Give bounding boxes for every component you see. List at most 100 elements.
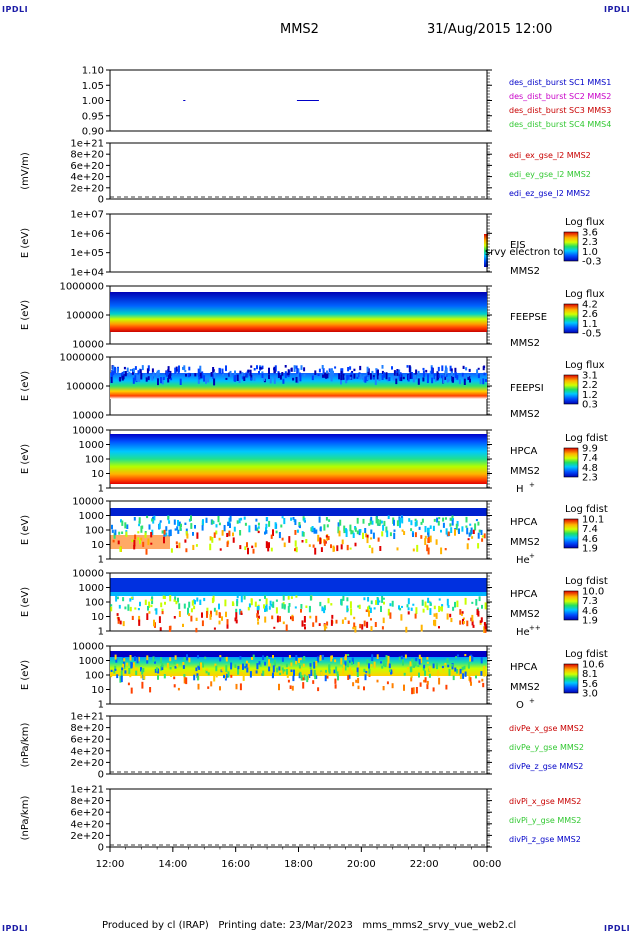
panel-frame [109, 213, 488, 273]
colorbar-tick-label: 10.6 [582, 660, 604, 671]
y-axis-title: E (eV) [20, 660, 31, 690]
hpca-oplus-spectrogram [110, 657, 487, 676]
y-tick-label: 100 [85, 598, 104, 609]
colorbar-tick-label: -0.5 [582, 329, 602, 340]
y-tick-label: 1000 [79, 583, 104, 594]
colorbar-tick-label: 2.3 [582, 473, 598, 484]
y-tick-label: 100 [85, 671, 104, 682]
colorbar-tick-label: 0.3 [582, 400, 598, 411]
y-tick-label: 10000 [72, 569, 104, 580]
colorbar [563, 590, 579, 621]
x-tick-label: 14:00 [158, 859, 187, 870]
y-tick-label: 4e+20 [70, 819, 104, 830]
instrument-label: HPCA [510, 662, 538, 673]
colorbar-tick-label: -0.3 [582, 257, 602, 268]
y-tick-label: 100000 [66, 382, 104, 393]
colorbar-title: Log flux [565, 217, 605, 228]
colorbar-tick-label: 2.2 [582, 380, 598, 391]
colorbar-tick-label: 1.2 [582, 390, 598, 401]
corner-label-bottom-left: IPDLI [2, 924, 29, 933]
y-tick-label: 1000 [79, 440, 104, 451]
y-tick-label: 0.95 [82, 111, 104, 122]
colorbar [563, 663, 579, 694]
hpca-heplus-band [110, 508, 487, 516]
y-tick-label: 10000 [72, 497, 104, 508]
hpca-h-spectrogram [110, 434, 487, 484]
y-tick-label: 8e+20 [70, 150, 104, 161]
instrument-overlay-label: srvy electron to [485, 247, 563, 258]
y-tick-label: 10 [91, 469, 104, 480]
panel-frame [109, 142, 488, 200]
y-axis-title: E (eV) [20, 444, 31, 474]
spacecraft-title: MMS2 [280, 22, 319, 37]
species-charge-label: + [529, 697, 535, 705]
spacecraft-label: MMS2 [510, 682, 540, 693]
spacecraft-label: MMS2 [510, 338, 540, 349]
hpca-heplusplus-low-speckle [116, 609, 487, 633]
colorbar-tick-label: 5.6 [582, 679, 598, 690]
y-tick-label: 0 [98, 195, 104, 206]
colorbar-tick-label: 1.9 [582, 544, 598, 555]
y-tick-label: 6e+20 [70, 808, 104, 819]
colorbar-tick-label: 7.4 [582, 453, 598, 464]
y-tick-label: 0 [98, 843, 104, 854]
spacecraft-label: MMS2 [510, 409, 540, 420]
legend-entry: divPi_z_gse MMS2 [509, 835, 581, 844]
hpca-heplus-speckle [111, 515, 483, 539]
y-tick-label: 6e+20 [70, 735, 104, 746]
legend-entry: des_dist_burst SC1 MMS1 [509, 78, 611, 87]
legend-entry: des_dist_burst SC4 MMS4 [509, 120, 611, 129]
x-axis: 12:00 14:00 16:00 18:00 20:00 22:00 00:00 [96, 847, 501, 870]
species-label: O [516, 700, 524, 711]
y-tick-label: 10000 [72, 426, 104, 437]
colorbar [563, 447, 579, 478]
y-tick-label: 1.00 [82, 96, 104, 107]
y-axis-title: (mV/m) [20, 152, 31, 190]
colorbar-tick-label: 1.1 [582, 319, 598, 330]
y-tick-label: 1 [98, 627, 104, 638]
legend-entry: des_dist_burst SC2 MMS2 [509, 92, 611, 101]
hpca-heplus-low-speckle [112, 529, 486, 555]
instrument-label: HPCA [510, 446, 538, 457]
species-label: H [516, 484, 524, 495]
colorbar-tick-label: 3.0 [582, 689, 598, 700]
corner-label-bottom-right: IPDLI [604, 924, 630, 933]
colorbar-tick-label: 3.6 [582, 228, 598, 239]
colorbar-tick-label: 4.2 [582, 300, 598, 311]
species-charge-label: + [529, 481, 535, 489]
colorbar-tick-label: 3.1 [582, 371, 598, 382]
spacecraft-label: MMS2 [510, 537, 540, 548]
feepsi-speckle [110, 365, 487, 386]
legend-entry: divPi_y_gse MMS2 [509, 816, 581, 825]
colorbar-title: Log fdist [565, 433, 608, 444]
instrument-label: FEEPSE [510, 312, 547, 323]
y-tick-label: 1e+21 [70, 139, 104, 150]
y-axis-title: E (eV) [20, 228, 31, 258]
y-tick-label: 8e+20 [70, 723, 104, 734]
y-tick-label: 1000000 [59, 353, 104, 364]
y-tick-label: 1.05 [82, 81, 104, 92]
y-tick-label: 100 [85, 455, 104, 466]
legend-entry: edi_ex_gse_l2 MMS2 [509, 151, 591, 160]
panel-1: 1.10 1.05 1.00 0.95 0.90 des_dist_burst SC1 M… [82, 66, 612, 138]
y-axis-title: E (eV) [20, 515, 31, 545]
hpca-oplus-speckle [110, 654, 486, 683]
y-tick-label: 0.90 [82, 127, 104, 138]
colorbar-tick-label: 4.8 [582, 463, 598, 474]
footer-credits: Produced by cl (IRAP) Printing date: 23/… [102, 920, 517, 931]
colorbar-title: Log flux [565, 360, 605, 371]
legend-entry: divPe_z_gse MMS2 [509, 762, 583, 771]
colorbar-tick-label: 2.6 [582, 309, 598, 320]
species-charge-label: + [529, 552, 535, 560]
y-tick-label: 1 [98, 484, 104, 495]
y-tick-label: 6e+20 [70, 161, 104, 172]
colorbar-tick-label: 10.0 [582, 587, 604, 598]
datetime-title: 31/Aug/2015 12:00 [427, 22, 553, 37]
legend-entry: divPi_x_gse MMS2 [509, 797, 581, 806]
y-tick-label: 10 [91, 612, 104, 623]
y-axis-title: (nPa/km) [20, 723, 31, 768]
instrument-label: EIS [510, 240, 526, 251]
y-tick-label: 1000 [79, 656, 104, 667]
eis-edge-column [484, 234, 488, 267]
